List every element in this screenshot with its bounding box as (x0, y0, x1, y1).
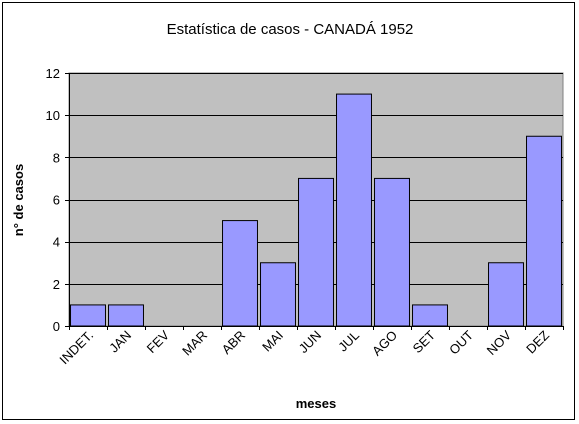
y-tick-label-10: 10 (46, 108, 60, 123)
x-tick-label-fev: FEV (144, 327, 173, 356)
y-tick-label-12: 12 (46, 66, 60, 81)
y-tick-label-2: 2 (53, 277, 60, 292)
x-tick-label-nov: NOV (484, 327, 515, 358)
bar-ago (374, 177, 410, 327)
x-tick-label-mai: MAI (259, 328, 286, 355)
y-tick-label-6: 6 (53, 193, 60, 208)
bar-jun (298, 177, 334, 327)
y-tick-labels: 0 2 4 6 8 10 12 (46, 66, 60, 334)
x-tick-label-indet: INDET. (56, 328, 96, 368)
bar-jan (108, 304, 144, 327)
bar-jul (336, 93, 372, 327)
bar-indet (70, 304, 106, 327)
x-tick-label-abr: ABR (219, 328, 249, 358)
x-tick-labels: INDET. JAN FEV MAR ABR MAI JUN JUL AGO SET OUT NOV D… (56, 327, 552, 367)
x-tick-label-out: OUT (446, 327, 476, 357)
bar-abr (222, 220, 258, 327)
x-tick-label-jul: JUL (335, 328, 362, 355)
x-tick-label-mar: MAR (179, 328, 210, 359)
y-axis-title: n° de casos (11, 164, 26, 236)
axes (65, 73, 564, 330)
x-axis-title: meses (296, 396, 336, 411)
x-tick-label-jun: JUN (296, 328, 324, 356)
x-tick-label-dez: DEZ (523, 327, 552, 356)
bar-dez (526, 135, 562, 327)
x-tick-label-ago: AGO (369, 328, 400, 359)
y-tick-label-8: 8 (53, 150, 60, 165)
bar-mai (260, 262, 296, 327)
bar-nov (488, 262, 524, 327)
y-tick-label-0: 0 (53, 319, 60, 334)
y-tick-label-4: 4 (53, 235, 60, 250)
x-tick-label-jan: JAN (106, 328, 134, 356)
x-tick-label-set: SET (410, 327, 439, 356)
chart-title: Estatística de casos - CANADÁ 1952 (167, 21, 414, 38)
bar-set (412, 304, 448, 327)
